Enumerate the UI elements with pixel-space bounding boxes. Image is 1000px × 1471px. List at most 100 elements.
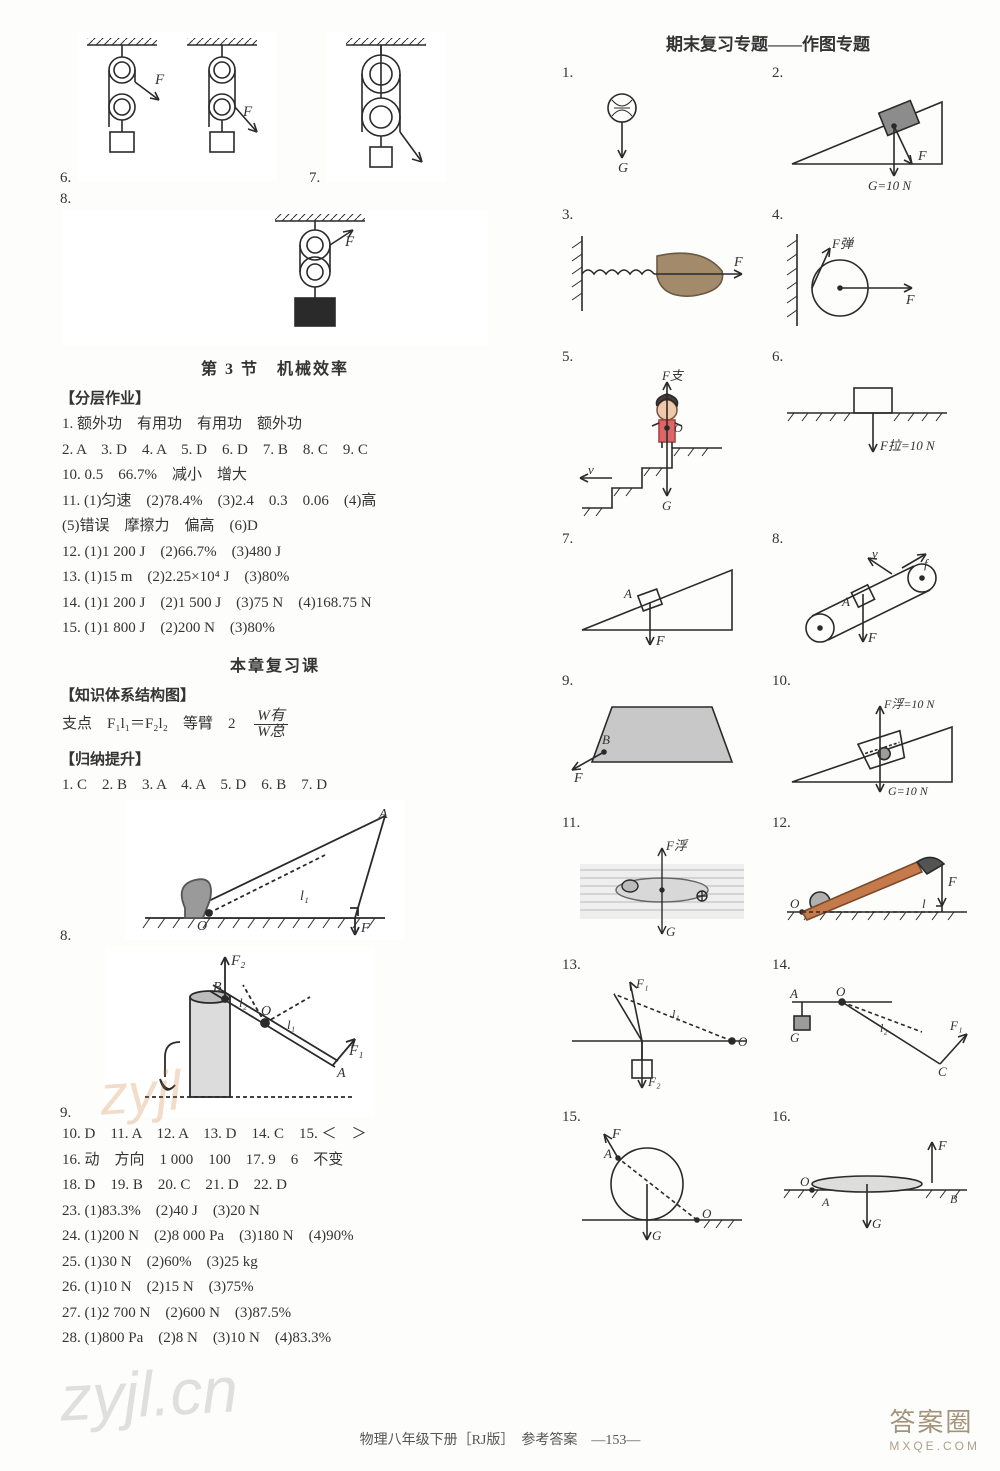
fig-cell-14: 14. O A G C l₂ F₁ [768,955,978,1107]
fig6-number: 6. [772,349,974,366]
fig-cell-4: 4. F F弹 [768,205,978,347]
watermark-2: zyjl.cn [58,1352,239,1435]
ans-line: 12. (1)1 200 J (2)66.7% (3)480 J [62,540,490,566]
frac-den: W总 [254,725,288,740]
ans-line: 28. (1)800 Pa (2)8 N (3)10 N (4)83.3% [62,1326,490,1352]
svg-text:G=10 N: G=10 N [888,784,929,798]
svg-text:O: O [790,896,800,911]
svg-text:A: A [603,1146,612,1161]
ans-line: 18. D 19. B 20. C 21. D 22. D [62,1173,490,1199]
ans-line: 11. (1)匀速 (2)78.4% (3)2.4 0.3 0.06 (4)高 [62,489,490,515]
q6-figure: F [77,32,277,182]
fig-cell-7: 7. A F [558,529,768,671]
svg-text:O: O [197,919,207,934]
ans-line: 24. (1)200 N (2)8 000 Pa (3)180 N (4)90% [62,1224,490,1250]
svg-text:O: O [836,984,846,999]
fig8-number: 8. [772,531,974,548]
fig-cell-2: 2. F G=10 N [768,63,978,205]
svg-text:F拉=10 N: F拉=10 N [879,438,936,453]
svg-text:A: A [789,986,798,1001]
fig-cell-6: 6. F拉=10 N [768,347,978,529]
svg-text:F浮=10 N: F浮=10 N [883,697,935,711]
svg-text:A: A [841,594,850,609]
q7-number: 7. [309,170,320,186]
fig2-number: 2. [772,65,974,82]
svg-text:F₁: F₁ [635,976,648,991]
page-footer: 物理八年级下册［RJ版］ 参考答案 —153— [0,1429,1000,1449]
svg-text:F浮: F浮 [665,838,689,853]
svg-text:F: F [917,149,927,164]
fig7-number: 7. [562,531,764,548]
after9-answers: 10. D 11. A 12. A 13. D 14. C 15. ＜ ＞ 16… [60,1122,490,1352]
svg-text:F: F [655,634,665,649]
fig-cell-8: 8. A F v f [768,529,978,671]
svg-text:G: G [790,1030,800,1045]
q9-number: 9. [60,1105,71,1121]
fig14-number: 14. [772,957,974,974]
svg-text:F: F [360,921,370,936]
svg-text:O: O [702,1206,712,1221]
ans-line: 27. (1)2 700 N (2)600 N (3)87.5% [62,1301,490,1327]
ans-line: 13. (1)15 m (2)2.25×10⁴ J (3)80% [62,565,490,591]
fig16-number: 16. [772,1109,974,1126]
fig13-number: 13. [562,957,764,974]
right-title: 期末复习专题——作图专题 [558,30,978,55]
svg-text:O: O [674,421,683,435]
q6: 6. [60,30,279,187]
fig-cell-10: 10. F浮=10 N G=10 N [768,671,978,813]
fenceng-answers: 1. 额外功 有用功 有用功 额外功 2. A 3. D 4. A 5. D 6… [60,412,490,642]
fig1-number: 1. [562,65,764,82]
q7: 7. [309,30,448,187]
guina-line1: 1. C 2. B 3. A 4. A 5. D 6. B 7. D [62,773,490,799]
fig12-number: 12. [772,815,974,832]
fraction: W有 W总 [254,709,288,740]
fig-cell-15: 15. O A F G [558,1107,768,1259]
frac-num: W有 [254,709,288,725]
svg-text:l₂: l₂ [880,1021,888,1035]
svg-text:O: O [261,1004,271,1019]
svg-text:F₁: F₁ [348,1043,363,1059]
q8-figure: F [62,210,488,345]
svg-text:A: A [378,807,388,822]
svg-text:G: G [872,1216,882,1231]
svg-text:B: B [950,1192,958,1206]
q9: 9. O B [60,945,490,1122]
svg-text:O: O [738,1034,748,1049]
fig-cell-1: 1. G [558,63,768,205]
svg-text:F₁: F₁ [949,1018,962,1033]
q6-number: 6. [60,170,71,186]
fig4-number: 4. [772,207,974,224]
svg-text:A: A [336,1066,346,1081]
q8: 8. F [60,191,490,345]
fig-cell-13: 13. O F₁ l₁ F₂ [558,955,768,1107]
svg-text:F: F [573,771,583,782]
svg-text:F: F [733,255,743,270]
q8b: 8. [60,798,490,945]
svg-text:F: F [154,72,165,88]
svg-text:G: G [618,161,628,174]
figure-grid: 1. G 2. [558,63,978,1259]
q8b-figure: O A l₁ F [125,800,405,940]
svg-text:G: G [662,498,672,513]
heading-fenceng: 【分层作业】 [60,387,490,408]
svg-text:l: l [922,896,926,911]
section-3-title: 第 3 节 机械效率 [60,355,490,379]
svg-text:B: B [213,980,222,995]
svg-text:l₁: l₁ [300,889,309,904]
svg-text:G=10 N: G=10 N [868,178,912,193]
svg-text:F: F [937,1139,947,1154]
svg-text:A: A [821,1195,830,1209]
ans-line: 15. (1)1 800 J (2)200 N (3)80% [62,616,490,642]
fig10-number: 10. [772,673,974,690]
ans-line: 10. D 11. A 12. A 13. D 14. C 15. ＜ ＞ [62,1122,490,1148]
svg-text:l₁: l₁ [672,1007,680,1021]
fig-cell-3: 3. F [558,205,768,347]
svg-text:v: v [872,550,878,561]
fig-cell-9: 9. B F [558,671,768,813]
right-column: 期末复习专题——作图专题 1. G 2. [558,30,978,1352]
fig15-number: 15. [562,1109,764,1126]
fig5-number: 5. [562,349,764,366]
q8b-number: 8. [60,928,71,944]
svg-text:v: v [588,462,594,477]
svg-text:F支: F支 [661,368,685,383]
